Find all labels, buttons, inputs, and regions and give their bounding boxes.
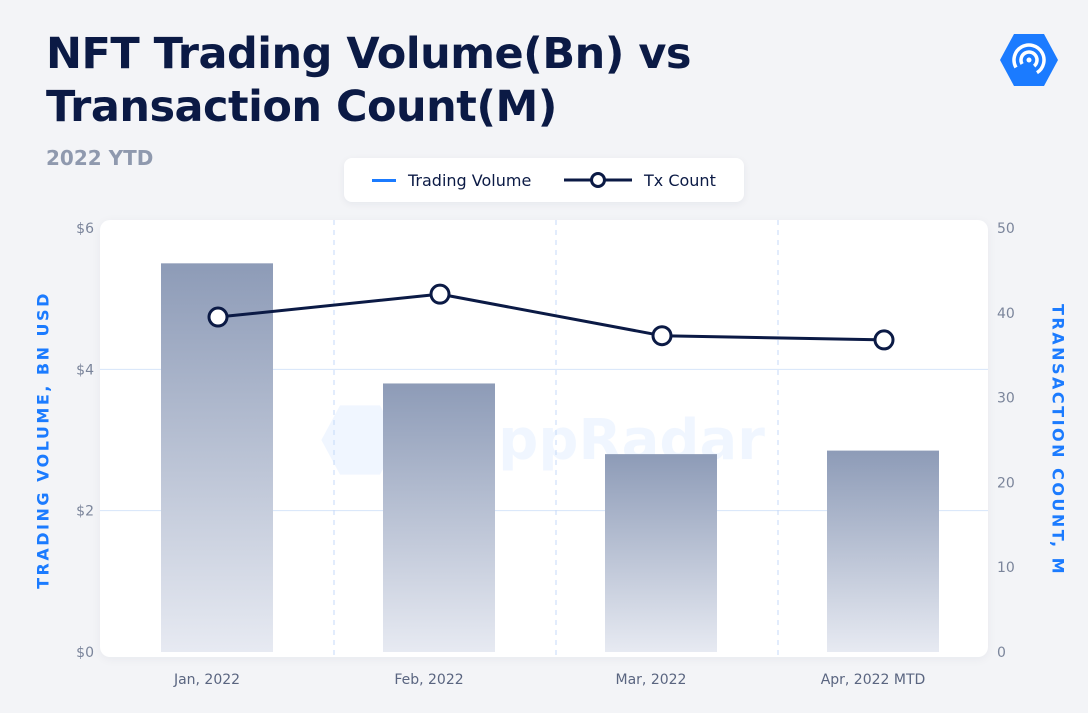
legend-bar-swatch	[372, 178, 396, 182]
legend-line-swatch	[564, 172, 632, 188]
y-axis-label-right: TRANSACTION COUNT, M	[1048, 303, 1068, 577]
y-tick-label-right: 0	[997, 645, 1006, 661]
legend-item-tx-count: Tx Count	[564, 158, 716, 202]
y-tick-label-left: $0	[76, 645, 94, 661]
y-axis-label-left: TRADING VOLUME, BN USD	[33, 291, 53, 589]
legend-label-tx-count: Tx Count	[644, 170, 716, 190]
chart-title-line2: Transaction Count(M)	[46, 82, 557, 132]
y-tick-label-right: 50	[997, 221, 1015, 237]
y-tick-label-right: 10	[997, 560, 1015, 576]
bar-trading-volume	[161, 263, 273, 652]
bar-trading-volume	[383, 383, 495, 652]
bar-trading-volume	[827, 450, 939, 652]
point-tx-count	[873, 329, 895, 351]
x-tick-label: Apr, 2022 MTD	[821, 672, 926, 688]
dappradar-logo-icon	[1000, 34, 1058, 86]
y-tick-label-right: 20	[997, 475, 1015, 491]
bar-trading-volume	[605, 454, 717, 652]
x-tick-label: Feb, 2022	[394, 672, 463, 688]
point-tx-count	[429, 283, 451, 305]
y-tick-label-right: 40	[997, 306, 1015, 322]
legend-item-trading-volume: Trading Volume	[372, 158, 531, 202]
y-tick-label-left: $4	[76, 362, 94, 378]
y-tick-label-right: 30	[997, 391, 1015, 407]
x-tick-label: Mar, 2022	[616, 672, 687, 688]
watermark-logo-icon	[321, 405, 399, 475]
y-tick-label-left: $6	[76, 221, 94, 237]
point-tx-count	[651, 325, 673, 347]
line-tx-count	[217, 292, 885, 342]
x-tick-label: Jan, 2022	[173, 672, 240, 688]
legend-label-trading-volume: Trading Volume	[408, 170, 532, 190]
y-tick-label-left: $2	[76, 504, 94, 520]
chart-title-line1: NFT Trading Volume(Bn) vs	[46, 29, 691, 79]
chart-legend: Trading Volume Tx Count	[344, 158, 744, 202]
point-tx-count	[207, 306, 229, 328]
chart-title: NFT Trading Volume(Bn) vs Transaction Co…	[46, 28, 691, 134]
chart-subtitle: 2022 YTD	[46, 146, 154, 170]
